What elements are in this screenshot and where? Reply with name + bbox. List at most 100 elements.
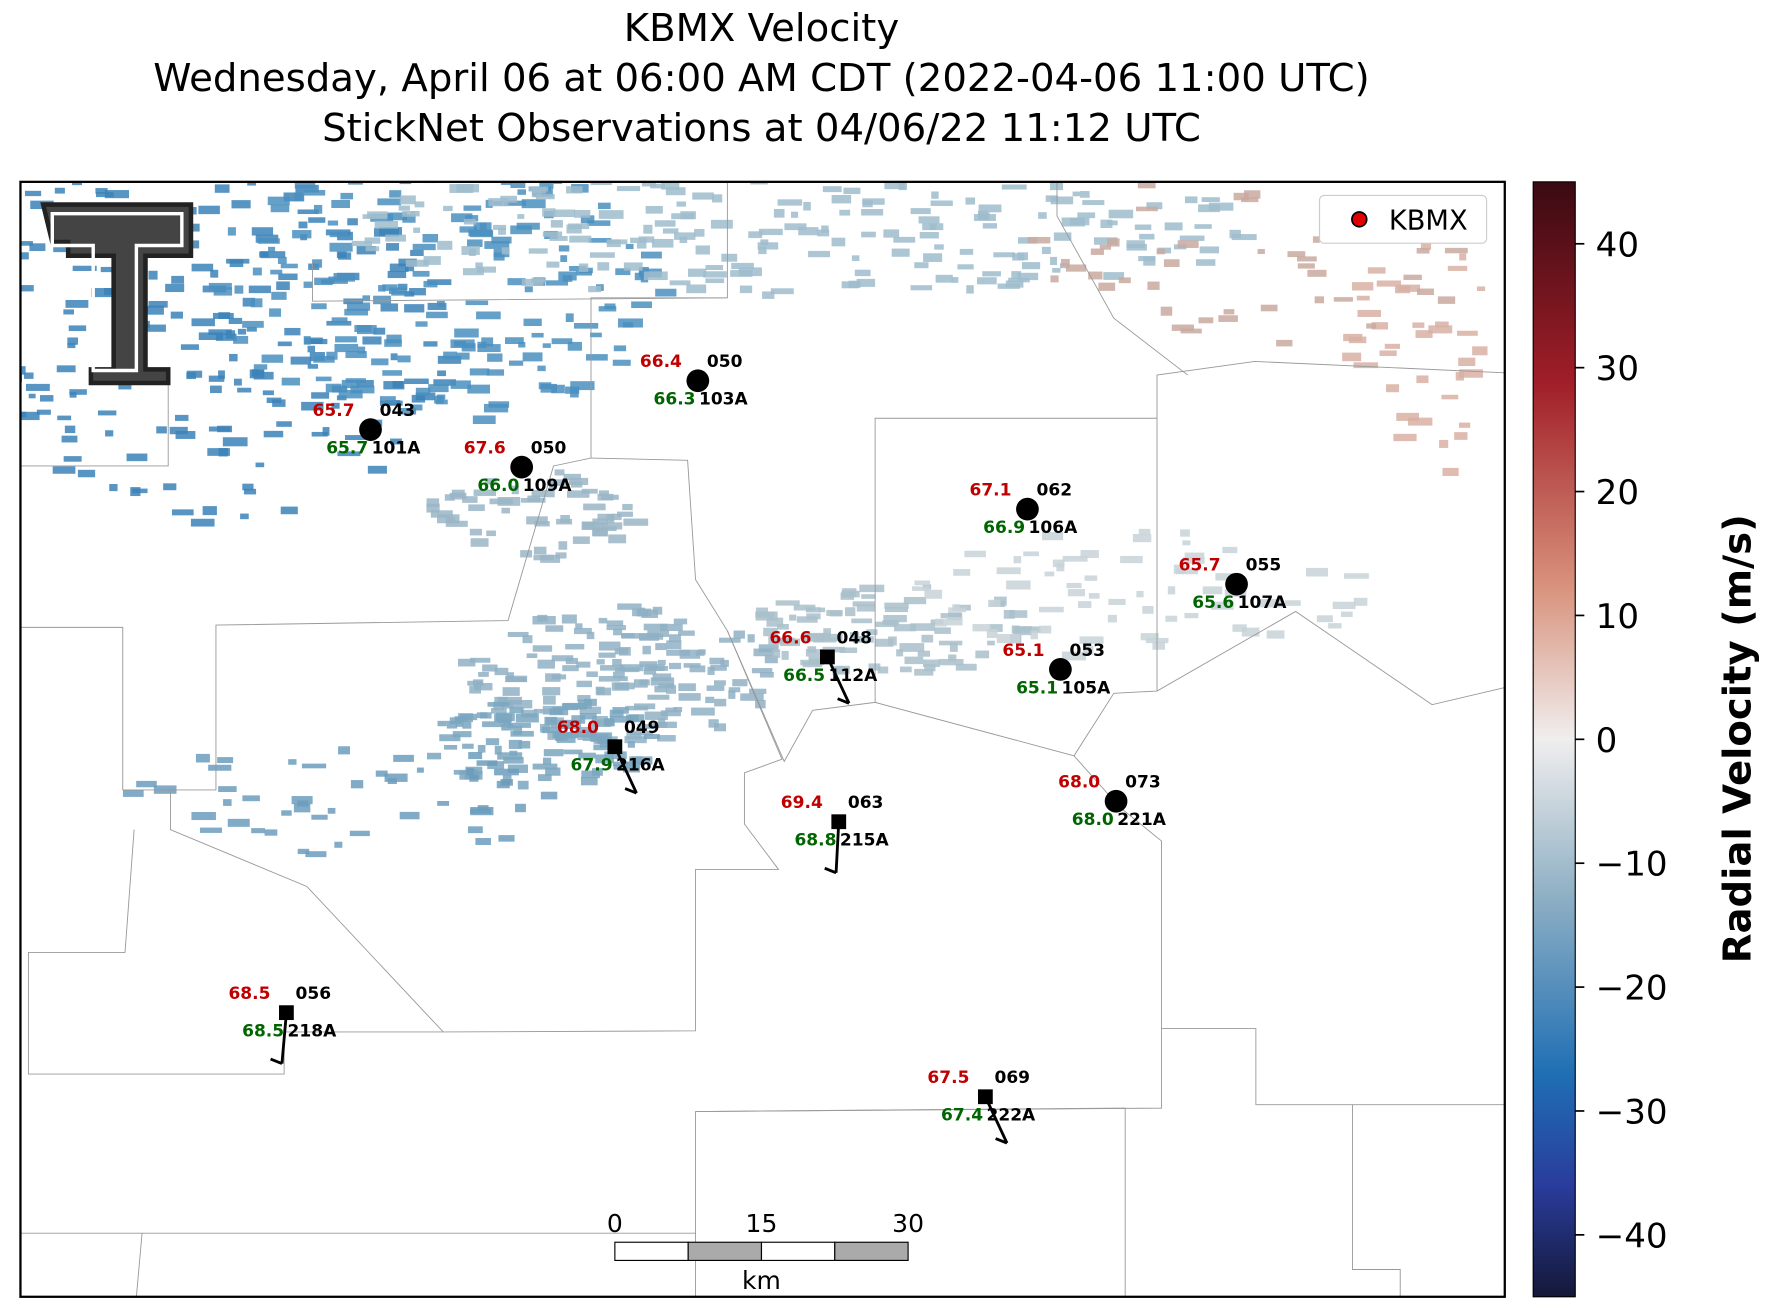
echo-pixel	[678, 693, 701, 701]
echo-pixel	[597, 262, 610, 271]
station-id: 222A	[987, 1106, 1037, 1126]
echo-pixel	[500, 181, 512, 185]
echo-pixel	[643, 667, 657, 675]
echo-pixel	[297, 848, 310, 855]
echo-pixel	[843, 187, 861, 195]
echo-pixel	[565, 657, 578, 665]
echo-pixel	[793, 604, 816, 611]
echo-pixel	[647, 694, 670, 700]
echo-pixel	[766, 617, 784, 627]
echo-pixel	[614, 682, 635, 690]
station: 65.7 055 65.6 107A	[1179, 556, 1288, 614]
station-marker	[820, 649, 835, 665]
echo-pixel	[596, 659, 605, 665]
echo-pixel	[508, 739, 522, 749]
echo-pixel	[522, 352, 543, 362]
echo-pixel	[549, 236, 568, 241]
echo-pixel	[1241, 627, 1260, 637]
echo-pixel	[671, 213, 695, 220]
echo-pixel	[478, 671, 489, 677]
echo-pixel	[222, 437, 248, 447]
echo-pixel	[654, 685, 668, 693]
station-id: 105A	[1062, 678, 1112, 698]
echo-pixel	[839, 647, 858, 654]
echo-pixel	[542, 687, 561, 696]
echo-pixel	[1011, 625, 1020, 634]
echo-pixel	[494, 745, 502, 755]
station-code: 063	[848, 793, 884, 813]
echo-pixel	[148, 300, 168, 308]
station-id: 101A	[372, 438, 422, 458]
echo-pixel	[921, 634, 934, 643]
temperature: 68.0	[1058, 773, 1100, 793]
echo-pixel	[506, 722, 531, 728]
colorbar-tick-label: 10	[1596, 597, 1639, 637]
echo-pixel	[53, 245, 70, 253]
echo-pixel	[918, 216, 940, 224]
echo-pixel	[303, 336, 311, 345]
echo-pixel	[190, 518, 215, 527]
echo-pixel	[1266, 630, 1285, 639]
echo-pixel	[772, 649, 781, 658]
colorbar-tick-label: 30	[1596, 349, 1639, 389]
dewpoint: 68.5	[242, 1022, 284, 1042]
echo-pixel	[458, 713, 474, 723]
echo-pixel	[731, 262, 754, 270]
echo-pixel	[986, 628, 998, 639]
echo-pixel	[1065, 264, 1087, 272]
echo-pixel	[273, 181, 284, 182]
echo-pixel	[311, 303, 327, 310]
echo-pixel	[917, 650, 931, 657]
echo-pixel	[531, 332, 544, 338]
echo-pixel	[764, 165, 777, 171]
scale-segment	[687, 1241, 763, 1261]
echo-pixel	[362, 295, 371, 301]
echo-pixel	[288, 759, 297, 765]
echo-pixel	[914, 580, 931, 586]
echo-pixel	[859, 584, 885, 593]
echo-pixel	[308, 217, 326, 223]
echo-pixel	[581, 488, 598, 494]
echo-pixel	[1132, 533, 1152, 543]
echo-pixel	[666, 640, 682, 650]
echo-pixel	[875, 621, 898, 628]
echo-pixel	[336, 251, 347, 258]
echo-pixel	[798, 227, 819, 236]
echo-pixel	[595, 686, 605, 695]
echo-pixel	[1416, 375, 1429, 384]
echo-pixel	[757, 242, 779, 250]
echo-pixel	[301, 763, 327, 769]
echo-pixel	[467, 826, 483, 834]
echo-pixel	[97, 410, 117, 416]
echo-pixel	[398, 205, 410, 211]
echo-pixel	[390, 353, 398, 361]
echo-pixel	[513, 726, 523, 735]
colorbar-tick-label: 0	[1596, 721, 1618, 761]
echo-pixel	[345, 378, 366, 384]
wind-barb	[984, 1096, 1009, 1144]
echo-pixel	[25, 383, 50, 391]
echo-pixel	[346, 302, 371, 311]
echo-pixel	[483, 403, 509, 413]
echo-pixel	[522, 635, 533, 644]
logo	[40, 202, 194, 386]
echo-pixel	[278, 273, 298, 281]
echo-pixel	[521, 199, 546, 209]
dewpoint: 67.4	[941, 1106, 983, 1126]
echo-pixel	[978, 204, 1002, 213]
echo-pixel	[208, 282, 232, 290]
echo-pixel	[357, 346, 366, 354]
echo-pixel	[291, 796, 313, 805]
echo-pixel	[218, 786, 237, 792]
echo-pixel	[748, 231, 763, 239]
dewpoint: 65.1	[1016, 678, 1058, 698]
echo-pixel	[1180, 328, 1202, 334]
station-marker	[279, 1005, 294, 1021]
echo-pixel	[491, 707, 507, 714]
echo-pixel	[598, 490, 609, 496]
echo-pixel	[1138, 255, 1156, 262]
echo-pixel	[472, 679, 484, 686]
echo-pixel	[764, 655, 778, 664]
echo-pixel	[399, 195, 416, 205]
